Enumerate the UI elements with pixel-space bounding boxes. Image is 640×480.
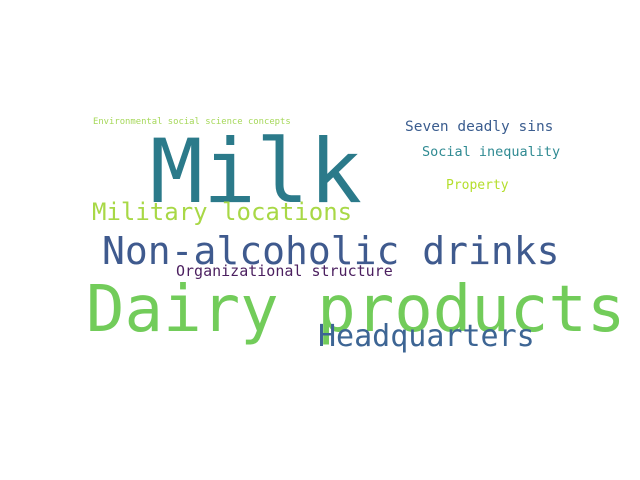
word-environmental-social-science-concepts: Environmental social science concepts xyxy=(93,117,291,127)
word-non-alcoholic-drinks: Non-alcoholic drinks xyxy=(102,229,560,273)
word-headquarters: Headquarters xyxy=(318,319,535,354)
word-seven-deadly-sins: Seven deadly sins xyxy=(405,119,554,135)
word-organizational-structure: Organizational structure xyxy=(176,262,393,280)
word-military-locations: Military locations xyxy=(92,198,353,226)
word-property: Property xyxy=(446,178,509,193)
word-social-inequality: Social inequality xyxy=(422,144,561,160)
word-dairy-products: Dairy products xyxy=(86,273,626,347)
word-milk: Milk xyxy=(150,120,362,223)
